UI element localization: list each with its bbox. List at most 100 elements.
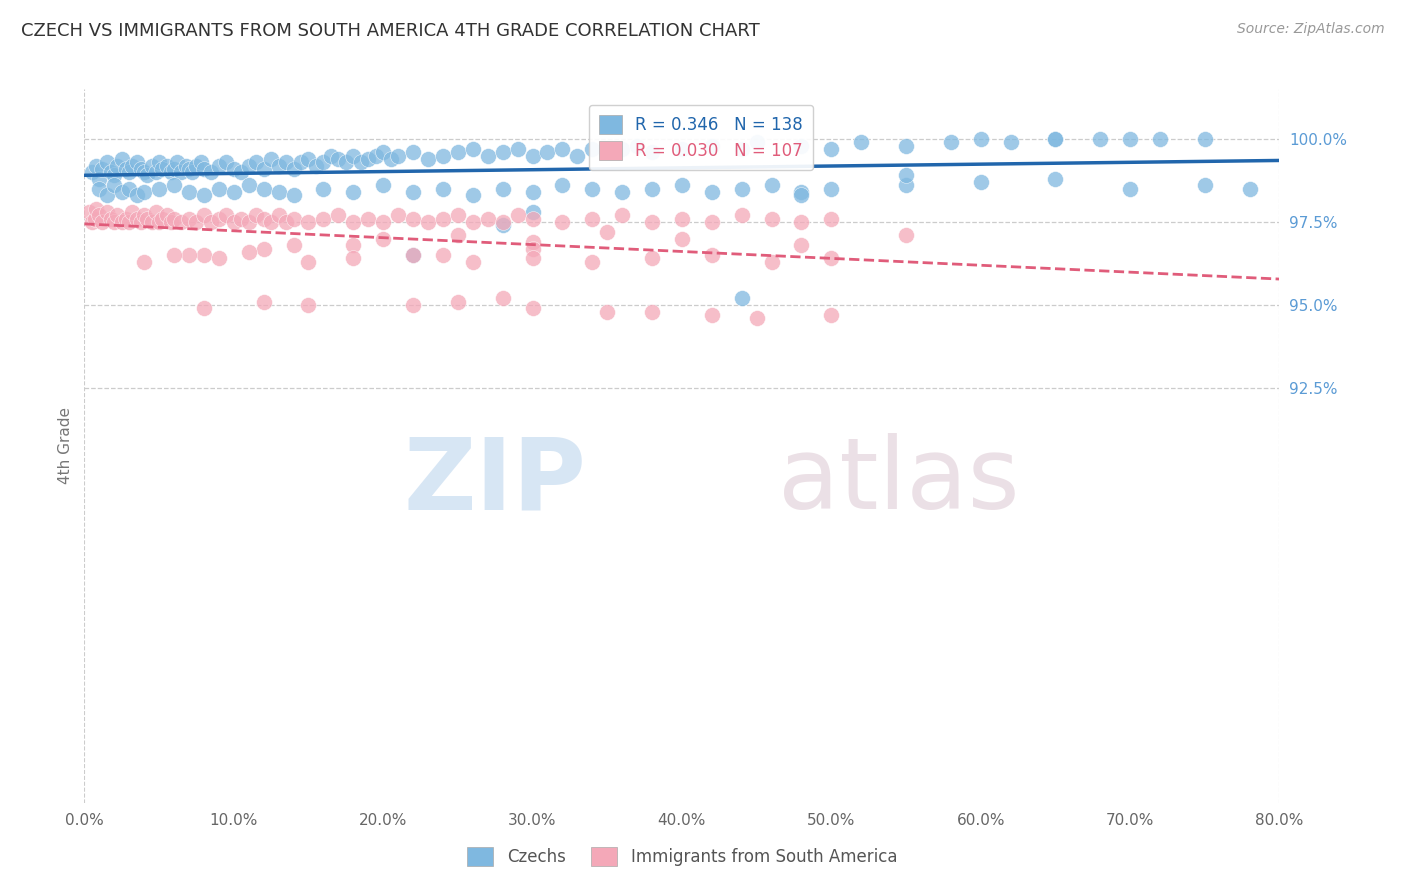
Point [77, 205, 100, 219]
Point [506, 208, 529, 222]
Point [274, 215, 297, 229]
Text: ZIP: ZIP [404, 434, 586, 530]
Point [731, 291, 754, 305]
Point [342, 215, 364, 229]
Point [373, 231, 395, 245]
Point [492, 219, 515, 233]
Point [177, 161, 200, 176]
Point [129, 215, 152, 229]
Point [851, 136, 873, 150]
Point [283, 238, 305, 252]
Point [96, 205, 118, 219]
Point [894, 138, 917, 153]
Point [103, 169, 125, 183]
Point [267, 208, 290, 222]
Point [447, 208, 470, 222]
Point [567, 148, 589, 162]
Point [1119, 182, 1142, 196]
Point [283, 161, 305, 176]
Point [91, 215, 114, 229]
Legend: Czechs, Immigrants from South America: Czechs, Immigrants from South America [460, 840, 904, 873]
Point [461, 215, 484, 229]
Point [790, 238, 813, 252]
Point [1045, 171, 1067, 186]
Point [100, 211, 122, 226]
Point [641, 252, 664, 266]
Point [193, 248, 215, 262]
Point [671, 142, 693, 156]
Point [260, 215, 283, 229]
Point [364, 148, 387, 162]
Point [111, 152, 134, 166]
Point [89, 182, 111, 196]
Point [132, 185, 156, 199]
Point [105, 159, 128, 173]
Text: Source: ZipAtlas.com: Source: ZipAtlas.com [1237, 22, 1385, 37]
Point [522, 148, 544, 162]
Point [312, 155, 335, 169]
Point [136, 211, 159, 226]
Point [163, 178, 186, 193]
Point [506, 142, 529, 156]
Point [731, 208, 754, 222]
Point [297, 298, 319, 312]
Point [596, 304, 619, 318]
Point [274, 155, 297, 169]
Point [551, 142, 574, 156]
Point [136, 169, 159, 183]
Point [387, 148, 409, 162]
Point [671, 231, 693, 245]
Point [103, 215, 125, 229]
Y-axis label: 4th Grade: 4th Grade [58, 408, 73, 484]
Point [790, 215, 813, 229]
Point [215, 208, 238, 222]
Point [125, 211, 148, 226]
Point [335, 155, 357, 169]
Point [208, 252, 231, 266]
Point [132, 254, 156, 268]
Point [100, 165, 122, 179]
Point [200, 215, 222, 229]
Point [160, 165, 183, 179]
Point [761, 254, 783, 268]
Point [373, 178, 395, 193]
Point [461, 142, 484, 156]
Point [820, 211, 842, 226]
Point [253, 161, 276, 176]
Point [447, 145, 470, 160]
Point [118, 165, 141, 179]
Point [115, 161, 138, 176]
Point [222, 161, 245, 176]
Point [731, 182, 754, 196]
Point [522, 235, 544, 249]
Point [1149, 132, 1171, 146]
Point [253, 211, 276, 226]
Point [477, 148, 499, 162]
Point [267, 159, 290, 173]
Point [342, 148, 364, 162]
Point [432, 182, 454, 196]
Point [522, 242, 544, 256]
Point [820, 252, 842, 266]
Point [208, 182, 231, 196]
Point [190, 155, 212, 169]
Point [522, 211, 544, 226]
Point [641, 215, 664, 229]
Point [80, 165, 103, 179]
Point [215, 155, 238, 169]
Point [170, 165, 193, 179]
Point [163, 161, 186, 176]
Point [174, 159, 197, 173]
Point [163, 211, 186, 226]
Point [208, 211, 231, 226]
Point [177, 248, 200, 262]
Point [118, 182, 141, 196]
Point [238, 159, 260, 173]
Point [671, 178, 693, 193]
Point [596, 145, 619, 160]
Point [461, 254, 484, 268]
Point [731, 142, 754, 156]
Point [350, 155, 373, 169]
Point [186, 159, 208, 173]
Point [150, 211, 173, 226]
